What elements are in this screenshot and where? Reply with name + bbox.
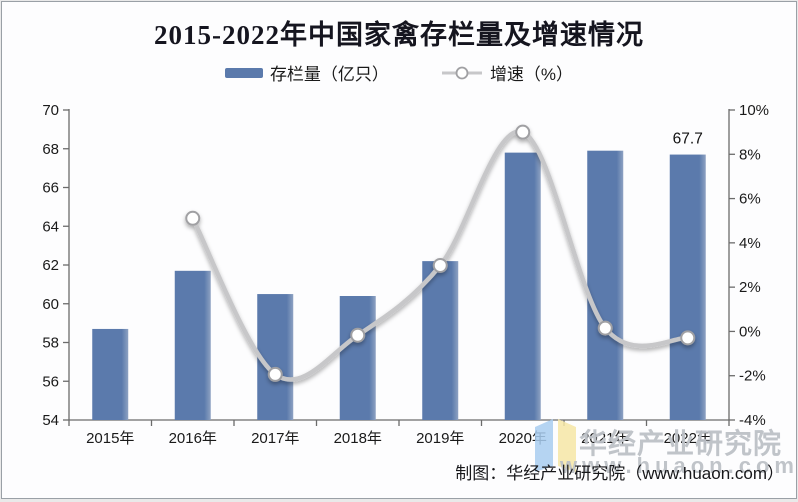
left-axis-label: 62 bbox=[42, 257, 59, 274]
right-axis-label: 4% bbox=[739, 235, 761, 252]
line-marker-icon bbox=[441, 65, 483, 81]
x-axis-label: 2021年 bbox=[581, 430, 629, 447]
right-axis-label: -2% bbox=[739, 368, 766, 385]
axes bbox=[63, 109, 735, 426]
left-axis-label: 56 bbox=[42, 373, 59, 390]
growth-point-marker bbox=[515, 124, 531, 140]
right-axis-label: 2% bbox=[739, 279, 761, 296]
bar-2020年 bbox=[504, 152, 541, 420]
x-axis-label: 2018年 bbox=[334, 430, 382, 447]
growth-point-marker bbox=[597, 320, 613, 336]
growth-line-group bbox=[185, 124, 696, 382]
x-axis-label: 2016年 bbox=[169, 430, 217, 447]
growth-point-marker bbox=[185, 210, 201, 226]
x-axis-label: 2019年 bbox=[416, 430, 464, 447]
right-axis-label: -4% bbox=[739, 412, 766, 429]
growth-point-marker bbox=[432, 257, 448, 273]
left-axis-label: 64 bbox=[42, 218, 59, 235]
x-axis-label: 2015年 bbox=[86, 430, 134, 447]
x-axis-label: 2022年 bbox=[664, 430, 712, 447]
right-axis-label: 8% bbox=[739, 146, 761, 163]
left-axis-label: 54 bbox=[42, 412, 59, 429]
bar-2016年 bbox=[174, 270, 211, 420]
growth-point-marker bbox=[680, 330, 696, 346]
chart-title: 2015-2022年中国家禽存栏量及增速情况 bbox=[154, 20, 644, 50]
chart-header: 2015-2022年中国家禽存栏量及增速情况 存栏量（亿只） 增速（%） bbox=[2, 2, 796, 85]
x-axis-label: 2017年 bbox=[251, 430, 299, 447]
left-axis-label: 66 bbox=[42, 180, 59, 197]
right-axis-label: 10% bbox=[739, 102, 769, 119]
bar-2015年 bbox=[92, 328, 129, 420]
legend-item-inventory: 存栏量（亿只） bbox=[224, 60, 389, 85]
bar-swatch-icon bbox=[224, 67, 263, 78]
left-axis-label: 68 bbox=[42, 141, 59, 158]
bar-2021年 bbox=[587, 150, 624, 420]
growth-point-marker bbox=[350, 327, 366, 343]
right-axis-label: 0% bbox=[739, 323, 761, 340]
left-axis-label: 70 bbox=[42, 102, 59, 119]
axis-labels: 70 68 66 64 62 60 58 56 54 10% 8% 6% 4% 2% 0% -2% -4% 201… bbox=[42, 102, 769, 447]
growth-point-marker bbox=[267, 366, 283, 382]
legend-label-growth: 增速（%） bbox=[489, 65, 574, 84]
left-axis-label: 60 bbox=[42, 296, 59, 313]
chart-credit: 制图：华经产业研究院（www.huaon.com） bbox=[455, 464, 784, 483]
inventory-bars bbox=[92, 150, 706, 420]
left-axis-label: 58 bbox=[42, 335, 59, 352]
growth-line bbox=[190, 129, 691, 382]
watermark-name: 华经产业研究院 bbox=[579, 428, 783, 459]
bar-2017年 bbox=[257, 294, 294, 420]
bar-2018年 bbox=[339, 296, 376, 420]
legend-line-dot bbox=[455, 66, 469, 79]
legend: 存栏量（亿只） 增速（%） bbox=[2, 60, 796, 85]
bar-2019年 bbox=[422, 261, 459, 420]
bar-value-label: 67.7 bbox=[673, 131, 703, 148]
bar-2022年 bbox=[669, 154, 706, 420]
legend-label-inventory: 存栏量（亿只） bbox=[269, 65, 389, 84]
right-axis-label: 6% bbox=[739, 191, 761, 208]
legend-item-growth: 增速（%） bbox=[441, 60, 573, 85]
x-axis-label: 2020年 bbox=[499, 430, 547, 447]
